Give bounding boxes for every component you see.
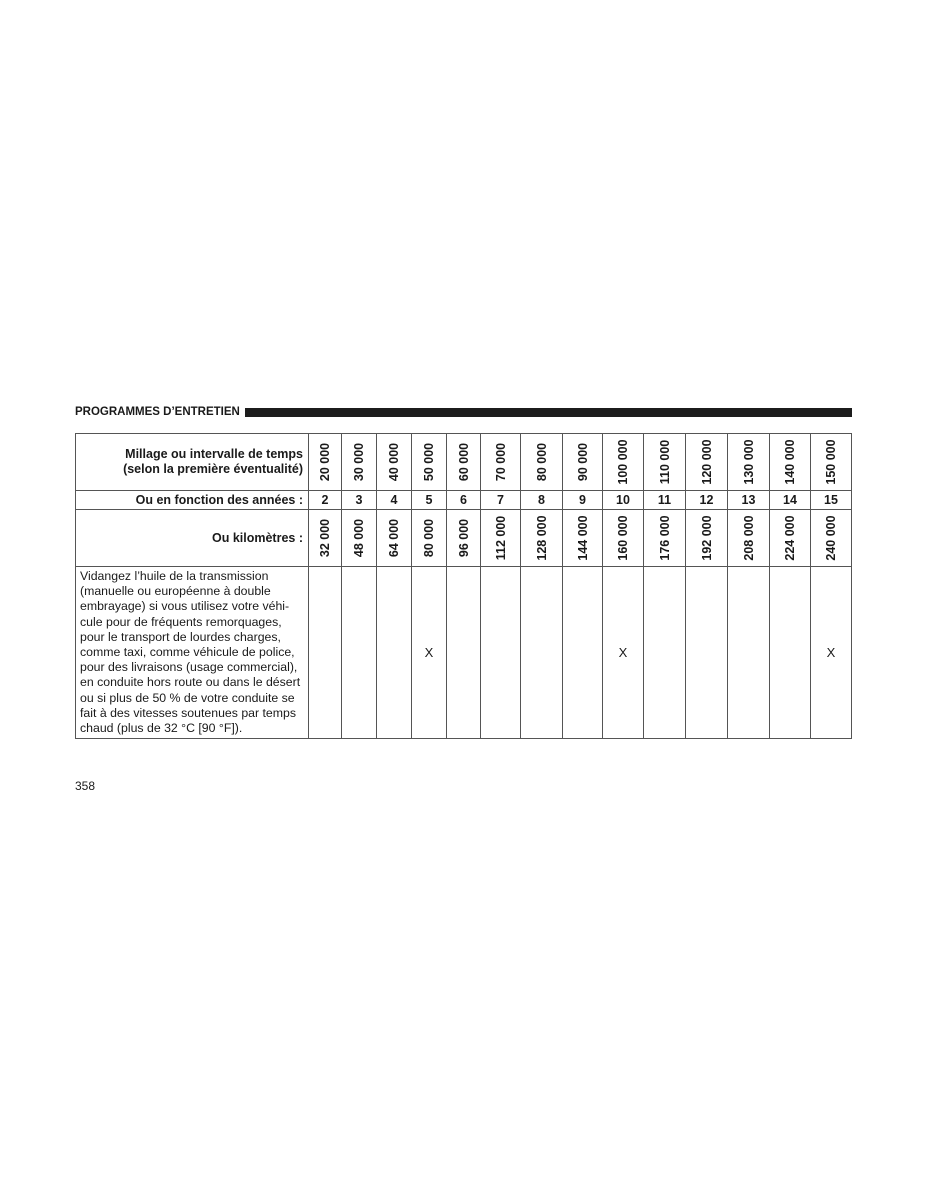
- task-description: Vidangez l’huile de la transmission (man…: [75, 565, 309, 740]
- task-mark-cell: [480, 565, 521, 740]
- km-cell: 48 000: [341, 509, 377, 567]
- km-cell: 64 000: [376, 509, 412, 567]
- mileage-label-line: (selon la première éventualité): [123, 462, 303, 476]
- mileage-value: 150 000: [824, 439, 838, 485]
- mileage-value: 130 000: [741, 439, 756, 485]
- mileage-value: 50 000: [422, 442, 436, 482]
- mileage-cell: 150 000: [810, 433, 852, 491]
- mileage-row: Millage ou intervalle de temps (selon la…: [75, 433, 852, 491]
- years-cell: 11: [643, 490, 686, 510]
- km-value: 32 000: [318, 518, 332, 558]
- mileage-value: 100 000: [616, 439, 630, 485]
- km-cell: 128 000: [520, 509, 563, 567]
- page-number: 358: [75, 779, 96, 793]
- km-cell: 208 000: [727, 509, 770, 567]
- mileage-label: Millage ou intervalle de temps (selon la…: [75, 433, 309, 491]
- km-label: Ou kilomètres :: [75, 509, 309, 567]
- mileage-cell: 80 000: [520, 433, 563, 491]
- section-title: PROGRAMMES D’ENTRETIEN: [75, 406, 240, 418]
- mileage-cell: 70 000: [480, 433, 521, 491]
- maintenance-schedule-table: Millage ou intervalle de temps (selon la…: [75, 433, 852, 740]
- mileage-value: 120 000: [699, 439, 714, 485]
- task-mark-cell: X: [602, 565, 644, 740]
- task-mark-cell: [341, 565, 377, 740]
- mileage-label-line: Millage ou intervalle de temps: [125, 447, 303, 461]
- km-cell: 112 000: [480, 509, 521, 567]
- task-mark-cell: X: [411, 565, 447, 740]
- mileage-cell: 120 000: [685, 433, 728, 491]
- years-cell: 6: [446, 490, 481, 510]
- mileage-value: 90 000: [575, 442, 590, 482]
- km-value: 112 000: [493, 515, 508, 561]
- header-rule: [244, 407, 852, 417]
- task-mark-cell: [520, 565, 563, 740]
- km-cell: 96 000: [446, 509, 481, 567]
- km-value: 144 000: [575, 515, 590, 561]
- km-cell: 240 000: [810, 509, 852, 567]
- mileage-cell: 110 000: [643, 433, 686, 491]
- years-cell: 15: [810, 490, 852, 510]
- km-value: 160 000: [616, 515, 630, 561]
- task-row: Vidangez l’huile de la transmission (man…: [75, 565, 852, 740]
- mileage-value: 70 000: [493, 442, 508, 482]
- mileage-value: 140 000: [783, 439, 797, 485]
- years-cell: 8: [520, 490, 563, 510]
- task-mark-cell: [562, 565, 603, 740]
- task-mark-cell: [643, 565, 686, 740]
- km-value: 128 000: [534, 515, 549, 561]
- years-cell: 2: [308, 490, 342, 510]
- km-value: 176 000: [657, 515, 672, 561]
- km-cell: 144 000: [562, 509, 603, 567]
- km-value: 240 000: [824, 515, 838, 561]
- years-cell: 7: [480, 490, 521, 510]
- km-value: 96 000: [456, 518, 471, 558]
- years-cell: 3: [341, 490, 377, 510]
- years-cell: 4: [376, 490, 412, 510]
- mileage-cell: 130 000: [727, 433, 770, 491]
- mileage-cell: 20 000: [308, 433, 342, 491]
- mileage-cell: 90 000: [562, 433, 603, 491]
- task-mark-cell: [727, 565, 770, 740]
- km-value: 48 000: [352, 518, 366, 558]
- years-cell: 13: [727, 490, 770, 510]
- km-cell: 176 000: [643, 509, 686, 567]
- km-value: 64 000: [387, 518, 401, 558]
- years-cell: 14: [769, 490, 811, 510]
- mileage-value: 110 000: [657, 439, 672, 485]
- km-row: Ou kilomètres : 32 000 48 000 64 000 80 000…: [75, 509, 852, 567]
- km-value: 80 000: [422, 518, 436, 558]
- km-cell: 80 000: [411, 509, 447, 567]
- km-cell: 224 000: [769, 509, 811, 567]
- km-cell: 32 000: [308, 509, 342, 567]
- km-value: 224 000: [783, 515, 797, 561]
- km-value: 208 000: [741, 515, 756, 561]
- km-cell: 192 000: [685, 509, 728, 567]
- mileage-value: 40 000: [387, 442, 401, 482]
- mileage-cell: 50 000: [411, 433, 447, 491]
- task-mark-cell: [308, 565, 342, 740]
- km-value: 192 000: [699, 515, 714, 561]
- years-cell: 10: [602, 490, 644, 510]
- mileage-cell: 100 000: [602, 433, 644, 491]
- km-cell: 160 000: [602, 509, 644, 567]
- mileage-value: 20 000: [318, 442, 332, 482]
- years-cell: 12: [685, 490, 728, 510]
- years-cell: 9: [562, 490, 603, 510]
- mileage-cell: 30 000: [341, 433, 377, 491]
- mileage-value: 30 000: [352, 442, 366, 482]
- task-mark-cell: [376, 565, 412, 740]
- task-mark-cell: [769, 565, 811, 740]
- mileage-cell: 40 000: [376, 433, 412, 491]
- task-mark-cell: [446, 565, 481, 740]
- mileage-value: 80 000: [534, 442, 549, 482]
- section-header: PROGRAMMES D’ENTRETIEN: [75, 406, 852, 418]
- task-mark-cell: [685, 565, 728, 740]
- mileage-value: 60 000: [456, 442, 471, 482]
- years-cell: 5: [411, 490, 447, 510]
- years-label: Ou en fonction des années :: [75, 490, 309, 510]
- mileage-cell: 60 000: [446, 433, 481, 491]
- years-row: Ou en fonction des années : 2 3 4 5 6 7 8 9 10 11…: [75, 490, 852, 510]
- mileage-cell: 140 000: [769, 433, 811, 491]
- task-mark-cell: X: [810, 565, 852, 740]
